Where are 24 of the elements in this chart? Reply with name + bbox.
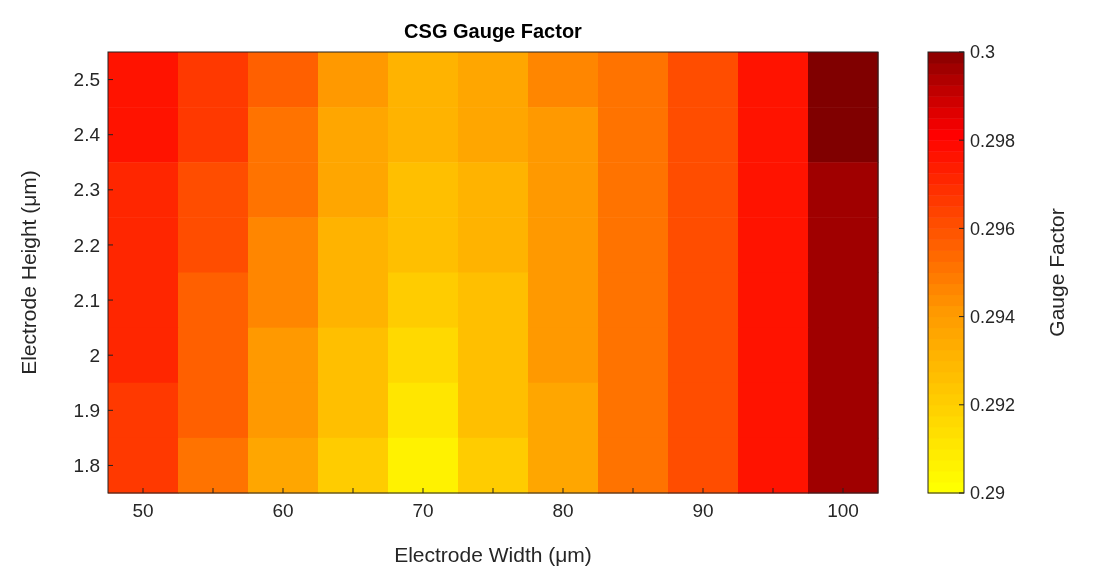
- color-bar-title: Gauge Factor: [1045, 208, 1068, 337]
- color-bar-label: 0.296: [970, 218, 1016, 239]
- x-tick-label: 50: [132, 500, 154, 521]
- y-tick-label: 1.9: [73, 399, 100, 421]
- x-axis-title: Electrode Width (μm): [394, 543, 592, 566]
- y-tick-label: 2.2: [73, 234, 100, 256]
- color-bar-label: 0.298: [970, 130, 1016, 151]
- y-tick-label: 2: [89, 344, 100, 366]
- color-bar-label: 0.3: [970, 42, 996, 63]
- x-tick-label: 90: [692, 500, 714, 521]
- y-tick-label: 1.8: [73, 455, 100, 477]
- color-bar-label: 0.29: [970, 483, 1006, 504]
- color-bar-label: 0.294: [970, 306, 1016, 327]
- x-tick-label: 70: [412, 500, 434, 521]
- chart-title: CSG Gauge Factor: [404, 20, 583, 42]
- color-bar-label: 0.292: [970, 395, 1016, 416]
- y-tick-label: 2.4: [73, 124, 101, 146]
- y-tick-label: 2.5: [73, 69, 100, 91]
- x-tick-label: 60: [272, 500, 294, 521]
- x-tick-label: 100: [827, 500, 859, 521]
- x-tick-label: 80: [552, 500, 574, 521]
- y-tick-label: 2.3: [73, 179, 100, 201]
- y-tick-label: 2.1: [73, 289, 100, 311]
- y-axis-title: Electrode Height (μm): [17, 170, 40, 375]
